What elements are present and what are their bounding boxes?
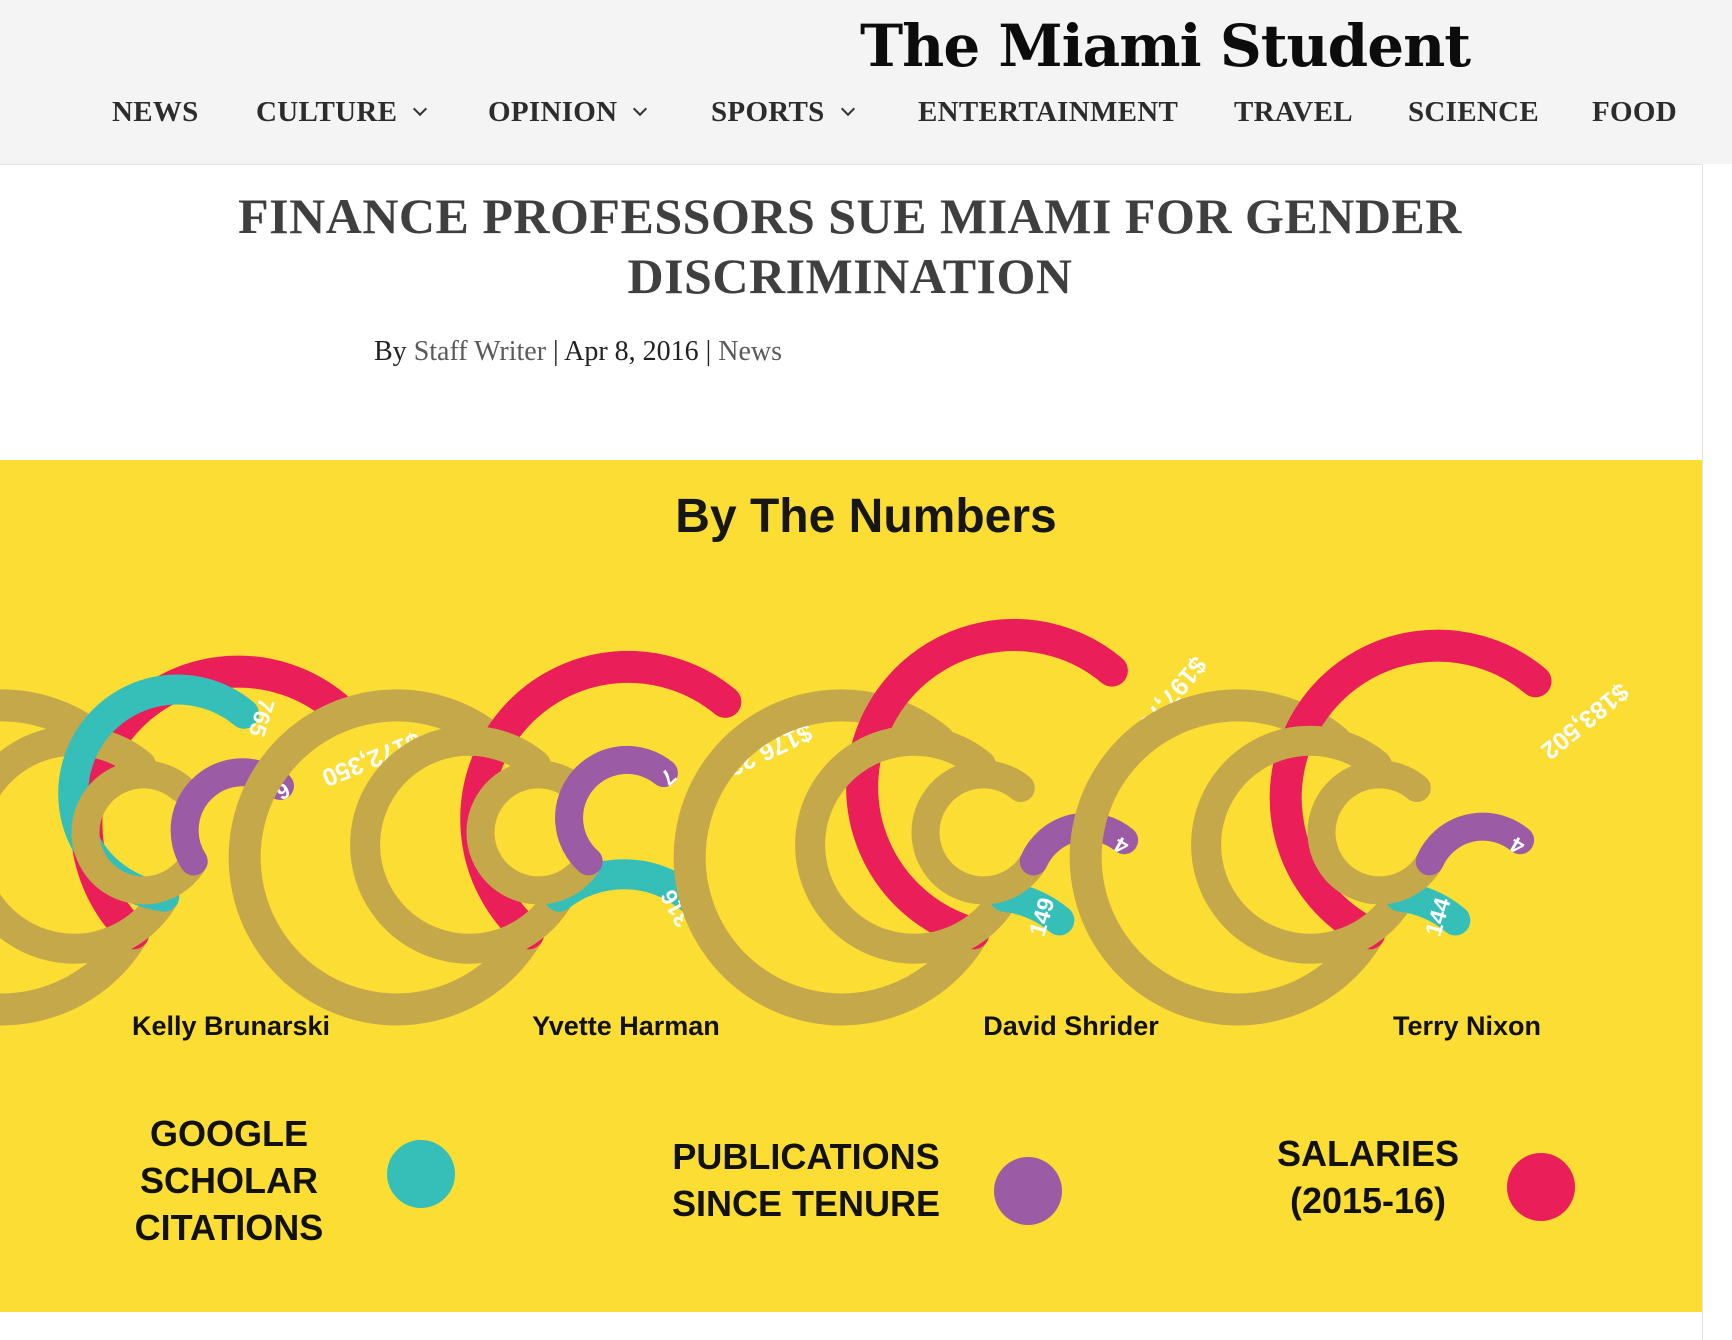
legend-label: GOOGLE (150, 1113, 308, 1154)
nav-item-food[interactable]: FOOD (1592, 96, 1677, 129)
nav-item-culture[interactable]: CULTURE (256, 96, 428, 129)
publications-bar (1415, 812, 1535, 876)
chevron-down-icon (840, 101, 855, 117)
nav-item-label: CULTURE (256, 96, 398, 128)
salary-value-label: $183,502 (1536, 677, 1635, 765)
citations-track (0, 725, 180, 964)
category-link[interactable]: News (718, 336, 783, 367)
site-header: The Miami Student NEWS CULTURE OPINION S… (0, 0, 1732, 165)
legend-swatch (1507, 1153, 1575, 1221)
nav-item-label: OPINION (488, 96, 618, 128)
legend-label: SINCE TENURE (672, 1183, 940, 1224)
nav-item-opinion[interactable]: OPINION (488, 96, 648, 129)
salary-bar (846, 619, 1128, 950)
byline: By Staff Writer | Apr 8, 2016 | News (374, 336, 782, 368)
legend-label: SCHOLAR (140, 1160, 318, 1201)
nav-item-label: SCIENCE (1408, 96, 1540, 128)
byline-separator: | (705, 336, 712, 367)
chart-title: By The Numbers (675, 490, 1056, 543)
nav-item-news[interactable]: NEWS (112, 96, 199, 129)
legend-label: SALARIES (1277, 1133, 1459, 1174)
professor-name: David Shrider (983, 1011, 1159, 1041)
article-title: FINANCE PROFESSORS SUE MIAMI FOR GENDER … (238, 188, 1462, 304)
nav-item-entertainment[interactable]: ENTERTAINMENT (918, 96, 1178, 129)
nav-item-sports[interactable]: SPORTS (711, 96, 855, 129)
infographic: By The Numbers $172,350 765 6 Kelly Brunars… (0, 460, 1702, 1312)
publish-date: Apr 8, 2016 (564, 336, 699, 367)
salary-track (1069, 689, 1386, 1026)
publications-track (1307, 760, 1444, 905)
nav-item-label: NEWS (112, 96, 199, 128)
legend-swatch (994, 1157, 1062, 1225)
site-logo[interactable]: The Miami Student (860, 12, 1471, 80)
nav-item-label: TRAVEL (1234, 96, 1353, 128)
main-nav: NEWS CULTURE OPINION SPORTS ENTERTAINMEN… (0, 96, 1732, 130)
byline-separator: | (553, 336, 559, 367)
legend-swatch (387, 1140, 455, 1208)
legend-label: PUBLICATIONS (672, 1136, 939, 1177)
professor-name: Yvette Harman (532, 1011, 720, 1041)
citations-track (350, 725, 575, 964)
citations-track (795, 725, 1020, 964)
salary-track (0, 689, 150, 1026)
publications-bar (555, 745, 678, 876)
nav-item-label: ENTERTAINMENT (918, 96, 1179, 128)
publications-track (911, 760, 1048, 905)
salary-track (673, 689, 990, 1026)
legend-label: (2015-16) (1290, 1180, 1446, 1221)
scrollbar-track[interactable] (1702, 164, 1732, 1340)
professor-name: Terry Nixon (1393, 1011, 1541, 1041)
nav-item-label: FOOD (1592, 96, 1677, 128)
professor-name: Kelly Brunarski (132, 1011, 330, 1041)
nav-item-label: SPORTS (711, 96, 825, 128)
chevron-down-icon (413, 101, 428, 117)
byline-prefix: By (374, 336, 407, 367)
author-link[interactable]: Staff Writer (413, 336, 547, 367)
nav-item-science[interactable]: SCIENCE (1408, 96, 1539, 129)
citations-track (1191, 725, 1416, 964)
salary-track (228, 689, 545, 1026)
chevron-down-icon (633, 101, 648, 117)
salary-bar (1269, 629, 1552, 950)
legend-label: CITATIONS (135, 1207, 324, 1248)
nav-item-travel[interactable]: TRAVEL (1234, 96, 1353, 129)
publications-track (71, 760, 208, 905)
publications-track (466, 760, 603, 905)
